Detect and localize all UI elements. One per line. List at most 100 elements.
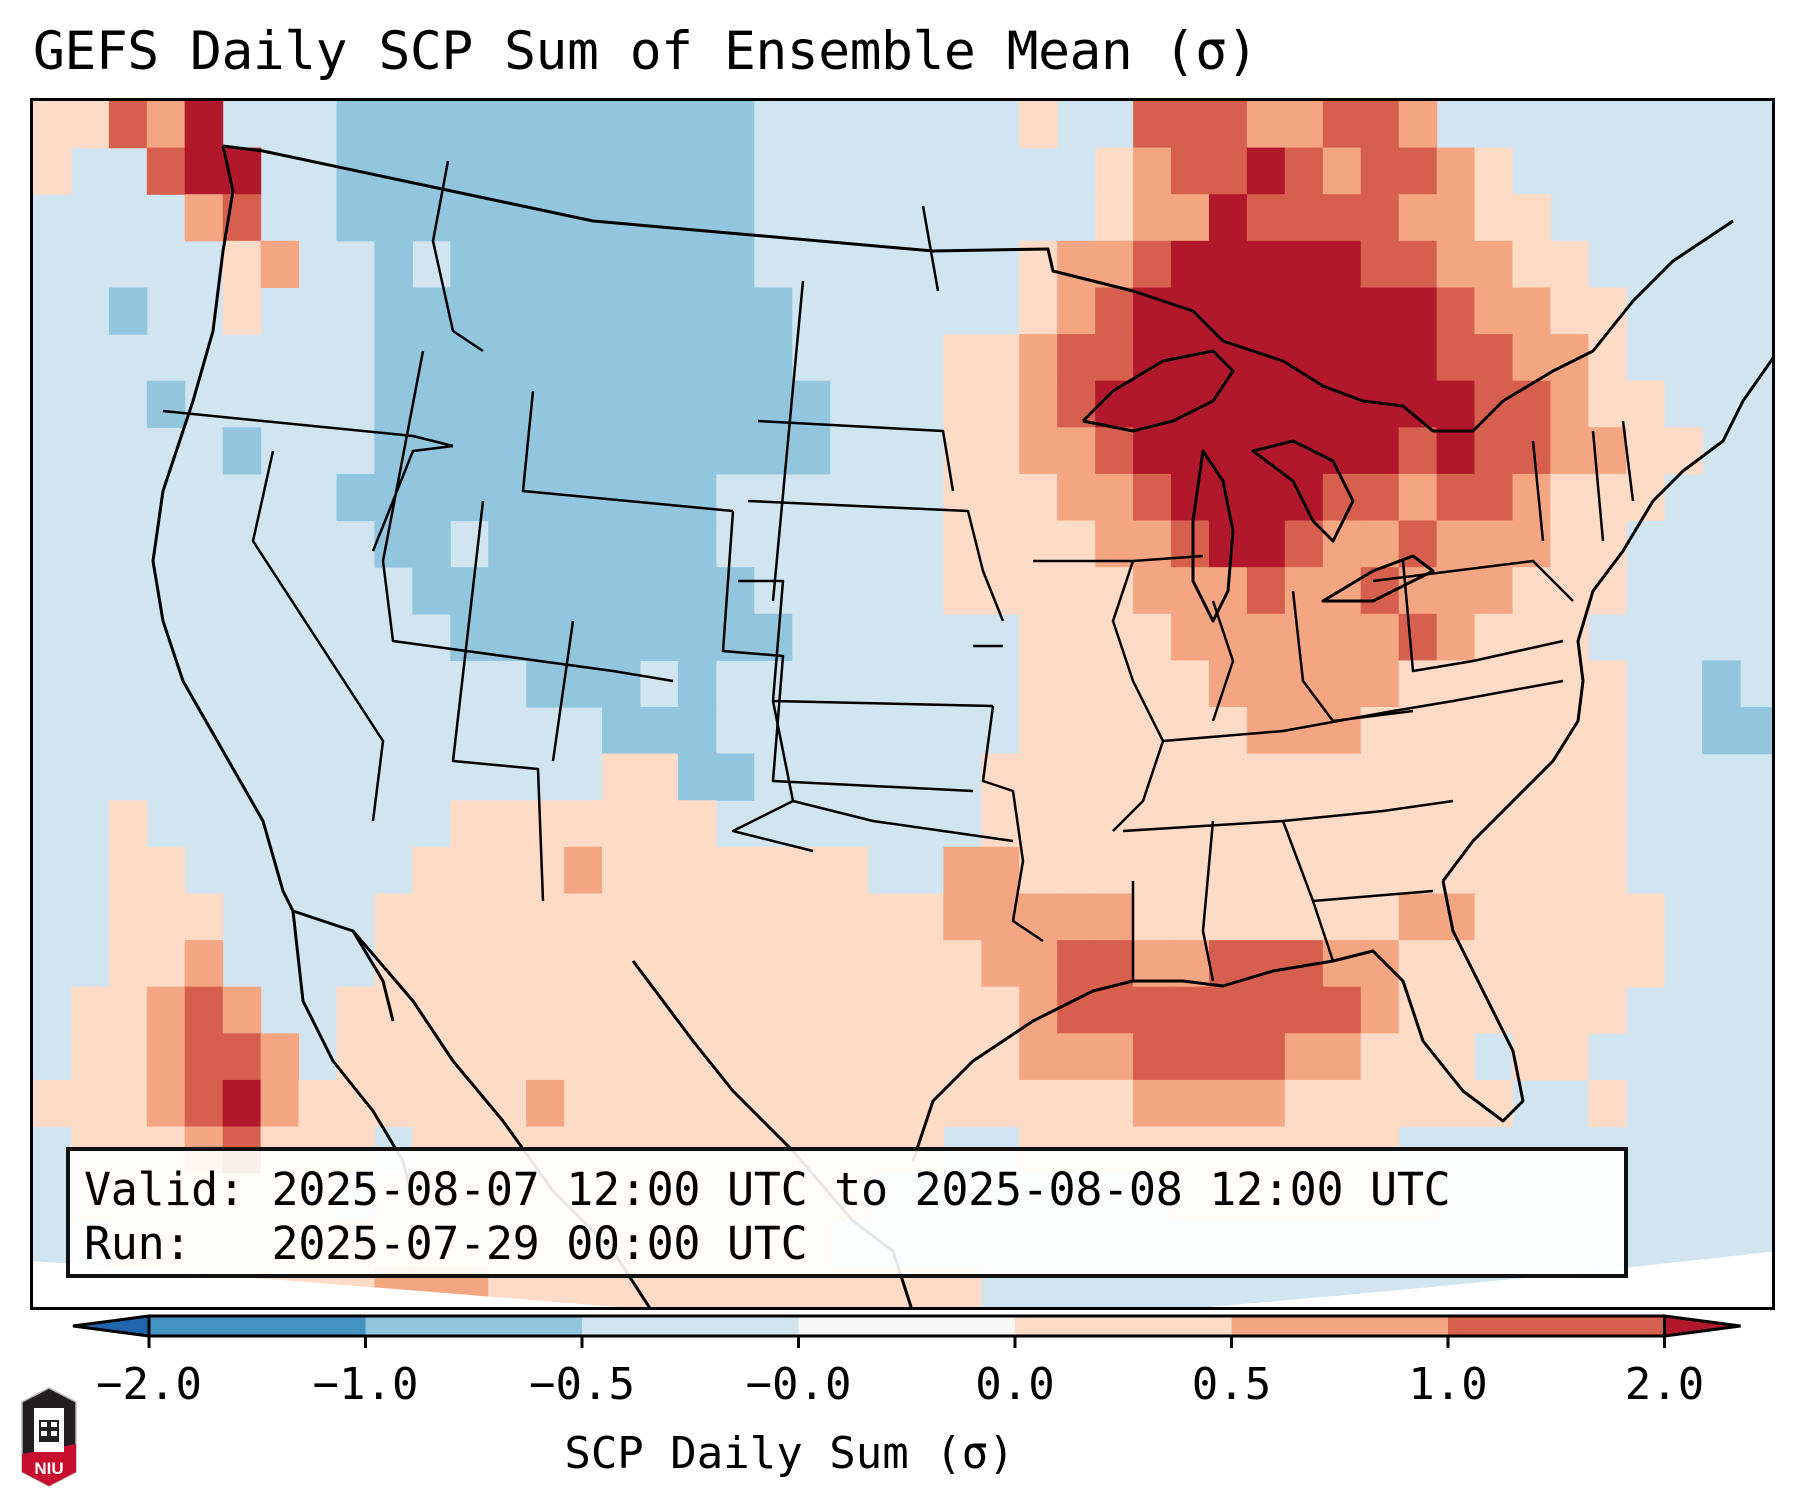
grid-cell [374, 101, 413, 149]
grid-cell [1246, 334, 1286, 382]
grid-cell [905, 893, 944, 941]
colorbar-segment [1448, 1316, 1665, 1336]
grid-cell [70, 101, 110, 149]
grid-cell [108, 893, 148, 941]
grid-cell [829, 940, 869, 988]
grid-cell [905, 1079, 944, 1128]
grid-cell [1095, 660, 1134, 708]
grid-cell [336, 194, 375, 242]
grid-cell [1095, 194, 1134, 242]
grid-cell [412, 520, 451, 568]
grid-cell [526, 147, 565, 195]
grid-cell [1588, 1079, 1627, 1128]
grid-cell [488, 427, 527, 475]
grid-cell [677, 940, 717, 988]
colorbar-segment [798, 1316, 1015, 1336]
grid-cell [1436, 147, 1476, 195]
grid-cell [943, 334, 982, 382]
grid-cell [374, 240, 413, 288]
grid-cell [1436, 334, 1476, 382]
grid-cell [1550, 287, 1589, 335]
grid-cell [1284, 1033, 1324, 1081]
grid-cell [1133, 1079, 1172, 1128]
grid-cell [640, 520, 679, 568]
grid-cell [829, 846, 869, 894]
grid-cell [1209, 147, 1248, 195]
grid-cell [564, 520, 603, 568]
grid-cell [1133, 660, 1172, 708]
projection-edge-bottom [33, 1251, 1772, 1307]
grid-cell [1171, 194, 1210, 242]
grid-cell [1019, 893, 1058, 941]
grid-cell [1057, 1079, 1096, 1128]
grid-cell [1360, 101, 1400, 149]
grid-cell [791, 940, 831, 988]
grid-cell [1626, 380, 1665, 428]
grid-cell [1133, 1033, 1172, 1081]
pacific-coastline [151, 145, 395, 1022]
grid-cell [1436, 1079, 1476, 1128]
grid-cell [146, 1033, 186, 1081]
grid-cell [1095, 147, 1134, 195]
grid-cell [1474, 147, 1513, 195]
grid-cell [1398, 473, 1438, 522]
colorbar-tick-label: 1.0 [1408, 1359, 1488, 1410]
grid-cell [981, 427, 1020, 475]
grid-cell [1550, 707, 1589, 755]
lake-michigan [1191, 449, 1235, 623]
grid-cell [1133, 427, 1172, 475]
grid-cell [981, 334, 1020, 382]
colorbar-segment [582, 1316, 799, 1336]
grid-cell [1246, 1079, 1286, 1128]
grid-cell [1550, 567, 1589, 615]
grid-cell [1512, 986, 1551, 1034]
grid-cell [1057, 846, 1096, 894]
grid-cell [1246, 753, 1286, 801]
grid-cell [1057, 940, 1096, 988]
grid-cell [1095, 240, 1134, 288]
grid-cell [1398, 846, 1438, 894]
grid-cell [412, 473, 451, 522]
grid-cell [1474, 240, 1513, 288]
grid-cell [1702, 660, 1741, 708]
grid-cell [1209, 753, 1248, 801]
grid-cell [108, 1033, 148, 1081]
grid-cell [1588, 753, 1627, 801]
grid-cell [1095, 613, 1134, 661]
grid-cell [1284, 147, 1324, 195]
grid-cell [1057, 473, 1096, 522]
data-grid-layer [33, 101, 1772, 1307]
grid-cell [1133, 567, 1172, 615]
grid-cell [1209, 893, 1248, 941]
grid-cell [526, 800, 565, 848]
grid-cell [1284, 846, 1324, 894]
grid-cell [1512, 287, 1551, 335]
grid-cell [1436, 846, 1476, 894]
grid-cell [640, 240, 679, 288]
grid-cell [1550, 520, 1589, 568]
grid-cell [222, 427, 262, 475]
grid-cell [1095, 473, 1134, 522]
grid-cell [1284, 427, 1324, 475]
grid-cell [1171, 707, 1210, 755]
grid-cell [1322, 1033, 1362, 1081]
grid-cell [1057, 334, 1096, 382]
grid-cell [1322, 194, 1362, 242]
grid-cell [1360, 660, 1400, 708]
grid-cell [1474, 660, 1513, 708]
grid-cell [677, 473, 717, 522]
grid-cell [222, 986, 262, 1034]
grid-cell [943, 1079, 982, 1128]
grid-cell [1284, 240, 1324, 288]
grid-cell [640, 1033, 679, 1081]
grid-cell [602, 660, 641, 708]
grid-cell [1209, 194, 1248, 242]
grid-cell [1057, 707, 1096, 755]
grid-cell [1436, 520, 1476, 568]
grid-cell [1057, 893, 1096, 941]
grid-cell [981, 846, 1020, 894]
grid-cell [1133, 846, 1172, 894]
grid-cell [1095, 753, 1134, 801]
grid-cell [753, 1079, 793, 1128]
grid-cell [1512, 427, 1551, 475]
